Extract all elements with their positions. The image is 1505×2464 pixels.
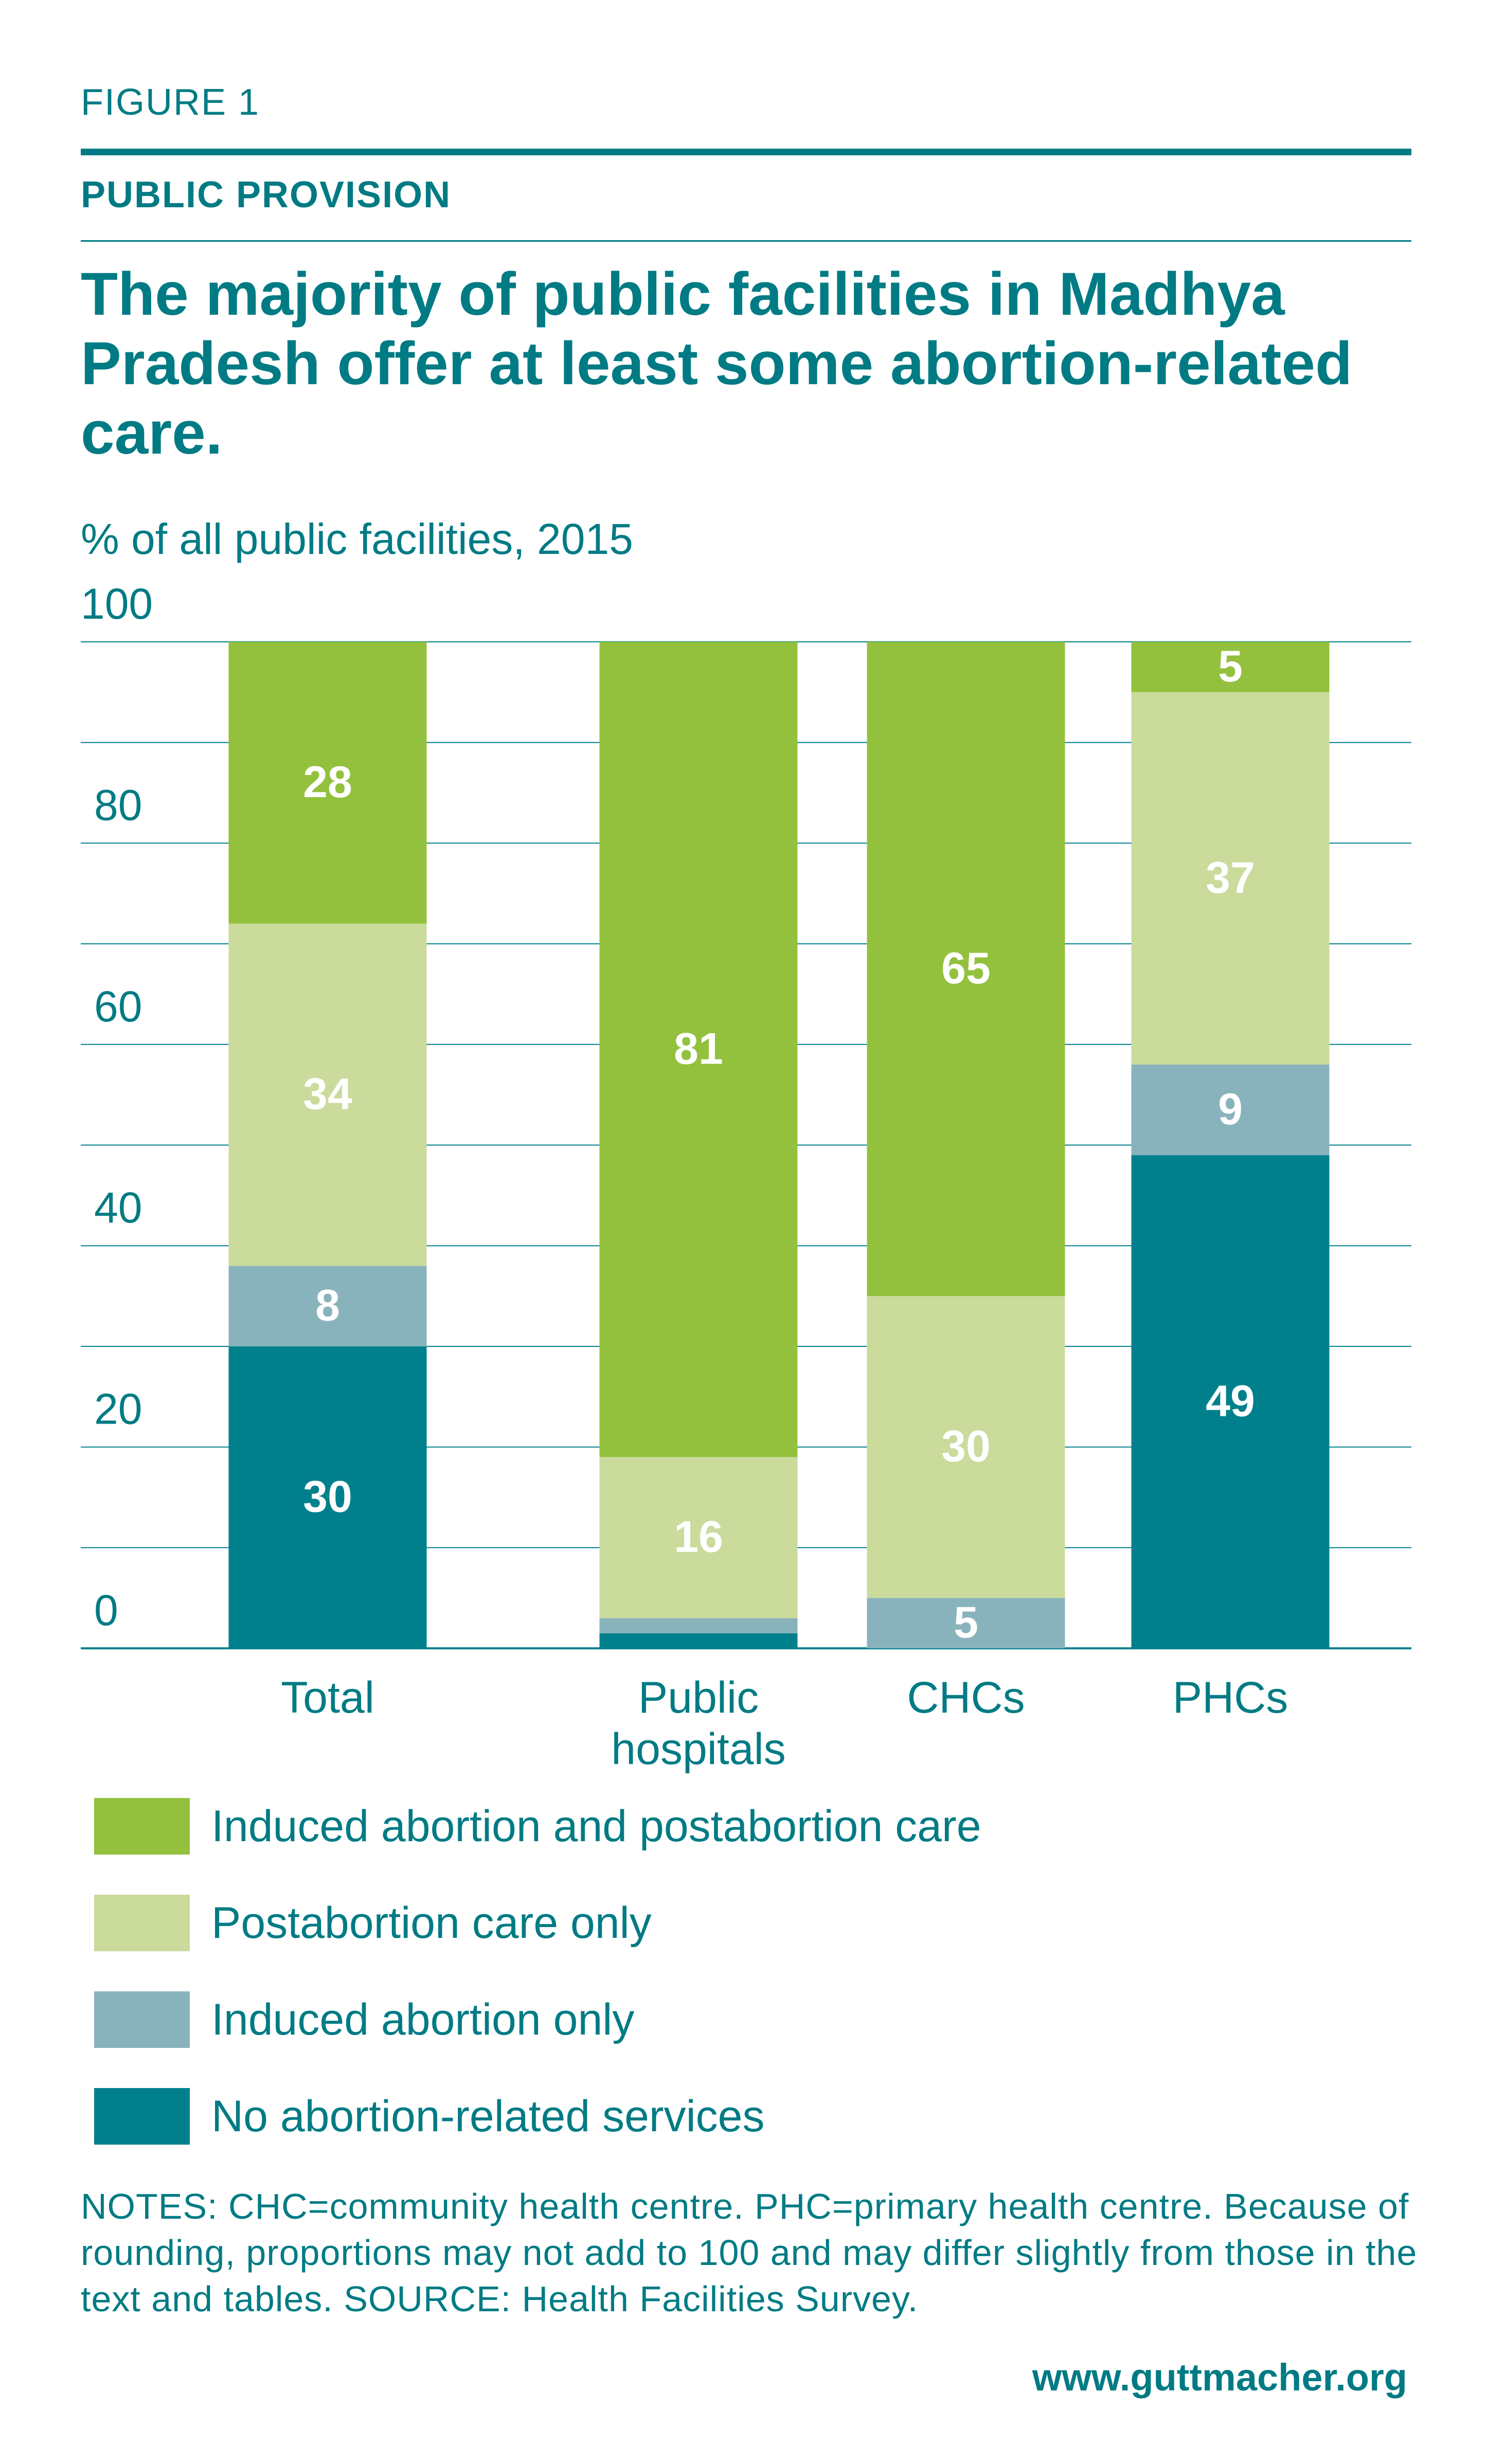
y-tick-label: 0 bbox=[94, 1586, 118, 1634]
legend-item-induced-only: Induced abortion only bbox=[94, 1991, 634, 2048]
legend-item-postabortion-only: Postabortion care only bbox=[94, 1895, 652, 1951]
bar-segment bbox=[867, 1296, 1065, 1598]
data-label: 5 bbox=[954, 1598, 978, 1647]
data-label: 30 bbox=[941, 1422, 991, 1471]
bar-segment bbox=[867, 1598, 1065, 1648]
section-label: PUBLIC PROVISION bbox=[81, 174, 452, 215]
bar-segment bbox=[599, 1618, 798, 1633]
bar-segment bbox=[1131, 642, 1330, 692]
legend-swatch bbox=[94, 1991, 190, 2048]
data-label: 81 bbox=[674, 1024, 723, 1074]
data-label: 9 bbox=[1218, 1085, 1243, 1134]
x-category-label: PHCs bbox=[1173, 1673, 1288, 1722]
header-rule bbox=[81, 149, 1411, 155]
legend-swatch bbox=[94, 2088, 190, 2145]
y-tick-label: 40 bbox=[94, 1183, 142, 1232]
bar-segment bbox=[599, 1633, 798, 1648]
x-category-label: CHCs bbox=[907, 1673, 1025, 1722]
bar-segment bbox=[867, 642, 1065, 1297]
legend-label: Induced abortion and postabortion care bbox=[211, 1801, 981, 1851]
legend-swatch bbox=[94, 1798, 190, 1855]
data-label: 5 bbox=[1218, 642, 1243, 691]
data-label: 65 bbox=[941, 944, 991, 993]
data-label: 30 bbox=[303, 1472, 352, 1521]
bar-segment bbox=[1131, 1064, 1330, 1156]
bar-segment bbox=[1131, 1155, 1330, 1648]
data-label: 37 bbox=[1206, 853, 1255, 903]
bar-segment bbox=[599, 642, 798, 1458]
legend-label: Postabortion care only bbox=[211, 1898, 652, 1948]
x-category-label: Total bbox=[281, 1673, 374, 1722]
y-tick-label: 20 bbox=[94, 1385, 142, 1433]
bar-segment bbox=[228, 642, 427, 924]
x-category-label: hospitals bbox=[611, 1724, 785, 1774]
legend-label: Induced abortion only bbox=[211, 1994, 635, 2044]
y-tick-label: 80 bbox=[94, 781, 142, 829]
chart-title: The majority of public facilities in Mad… bbox=[81, 260, 1353, 467]
y-tick-label: 60 bbox=[94, 982, 142, 1031]
section-rule bbox=[81, 240, 1411, 242]
figure-label: FIGURE 1 bbox=[81, 82, 260, 123]
x-category-label: Public bbox=[638, 1673, 759, 1722]
source-url-link[interactable]: www.guttmacher.org bbox=[1032, 2356, 1407, 2399]
notes: NOTES: CHC=community health centre. PHC=… bbox=[81, 2186, 1418, 2319]
bar-segment bbox=[228, 1346, 427, 1648]
data-label: 34 bbox=[303, 1070, 352, 1119]
bar-segment bbox=[599, 1457, 798, 1618]
data-label: 8 bbox=[315, 1281, 340, 1330]
y-axis-label: % of all public facilities, 2015 bbox=[81, 515, 633, 563]
data-label: 49 bbox=[1206, 1377, 1255, 1426]
legend-item-no-services: No abortion-related services bbox=[94, 2088, 765, 2145]
legend-label: No abortion-related services bbox=[211, 2091, 765, 2141]
bar-segment bbox=[228, 923, 427, 1266]
legend-item-induced-and-postabortion: Induced abortion and postabortion care bbox=[94, 1798, 981, 1855]
bar-segment bbox=[1131, 692, 1330, 1065]
data-label: 16 bbox=[674, 1513, 723, 1562]
stacked-bar-chart: 0 20 40 60 80 100 30 8 34 28 Total 16 81 Publichospit… bbox=[81, 580, 1411, 1774]
bar-segment bbox=[228, 1266, 427, 1346]
data-label: 28 bbox=[303, 758, 352, 807]
y-tick-label: 100 bbox=[81, 580, 153, 628]
legend-swatch bbox=[94, 1895, 190, 1951]
